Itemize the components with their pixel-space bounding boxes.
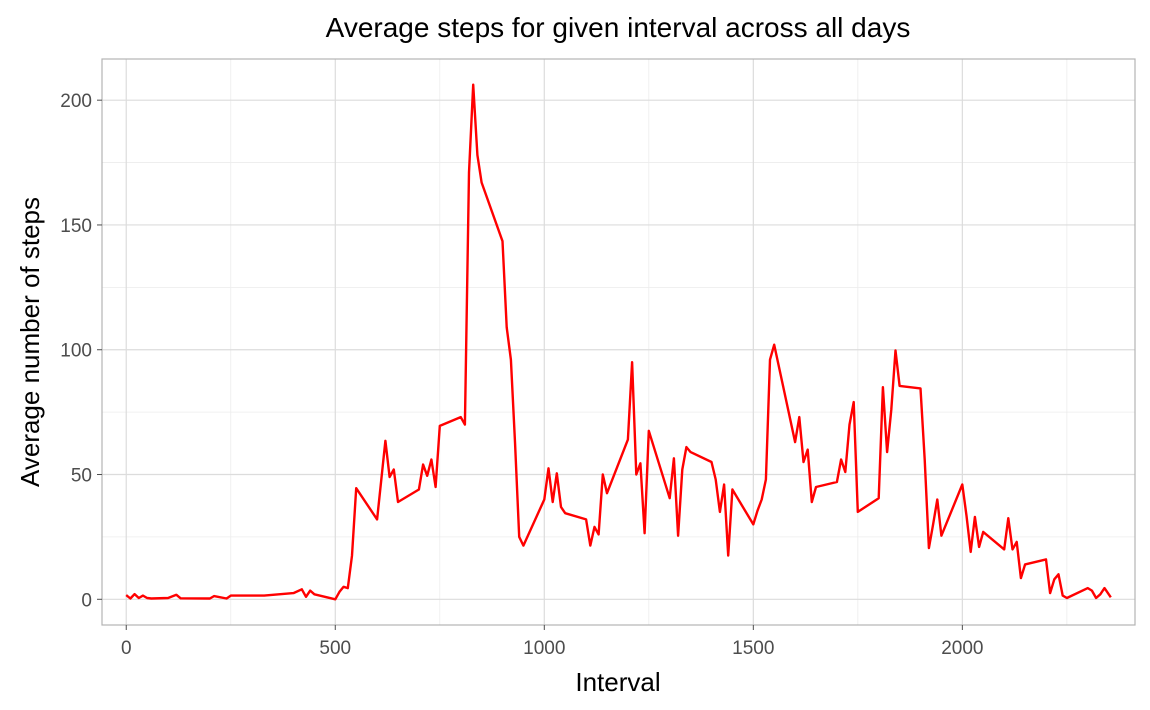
- x-tick-label: 1000: [523, 638, 565, 659]
- x-tick-label: 1500: [732, 638, 774, 659]
- x-axis-label: Interval: [575, 667, 660, 697]
- y-tick-label: 150: [60, 216, 92, 237]
- x-tick-label: 500: [319, 638, 351, 659]
- y-axis-label: Average number of steps: [15, 197, 45, 487]
- y-tick-label: 200: [60, 91, 92, 112]
- chart-title: Average steps for given interval across …: [326, 12, 911, 43]
- series-line: [125, 83, 1112, 601]
- y-tick-label: 100: [60, 341, 92, 362]
- major-gridlines: [102, 59, 1135, 625]
- x-tick-label: 2000: [941, 638, 983, 659]
- y-tick-label: 50: [71, 466, 92, 487]
- axis-ticks: 0 500 1000 1500 2000 0 50 100 150 200: [60, 91, 983, 659]
- plot-panel-border: [101, 58, 1136, 626]
- x-tick-label: 0: [121, 638, 132, 659]
- y-tick-label: 0: [81, 590, 92, 611]
